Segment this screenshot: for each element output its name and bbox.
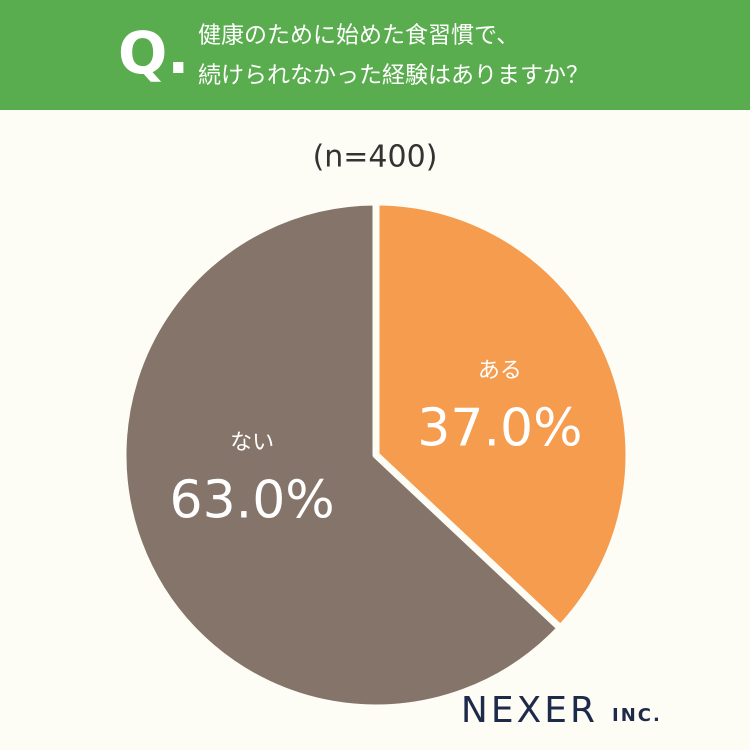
brand-suffix: INC. — [612, 705, 662, 726]
category-label: ある — [478, 358, 522, 383]
pie-slice — [372, 198, 633, 632]
value-label: 63.0% — [170, 471, 335, 531]
sample-size: (n=400) — [313, 140, 438, 175]
question-mark: Q. — [118, 19, 189, 87]
question-line: 健康のために始めた食習慣で、 — [198, 23, 519, 49]
question-line: 続けられなかった経験はありますか？ — [198, 63, 589, 89]
category-label: ない — [230, 431, 274, 456]
pie: ある 37.0% ない 63.0% — [119, 198, 633, 712]
value-label: 37.0% — [417, 398, 582, 458]
pie-slice — [119, 198, 564, 712]
header — [0, 0, 750, 110]
brand-name: NEXER — [461, 690, 598, 731]
